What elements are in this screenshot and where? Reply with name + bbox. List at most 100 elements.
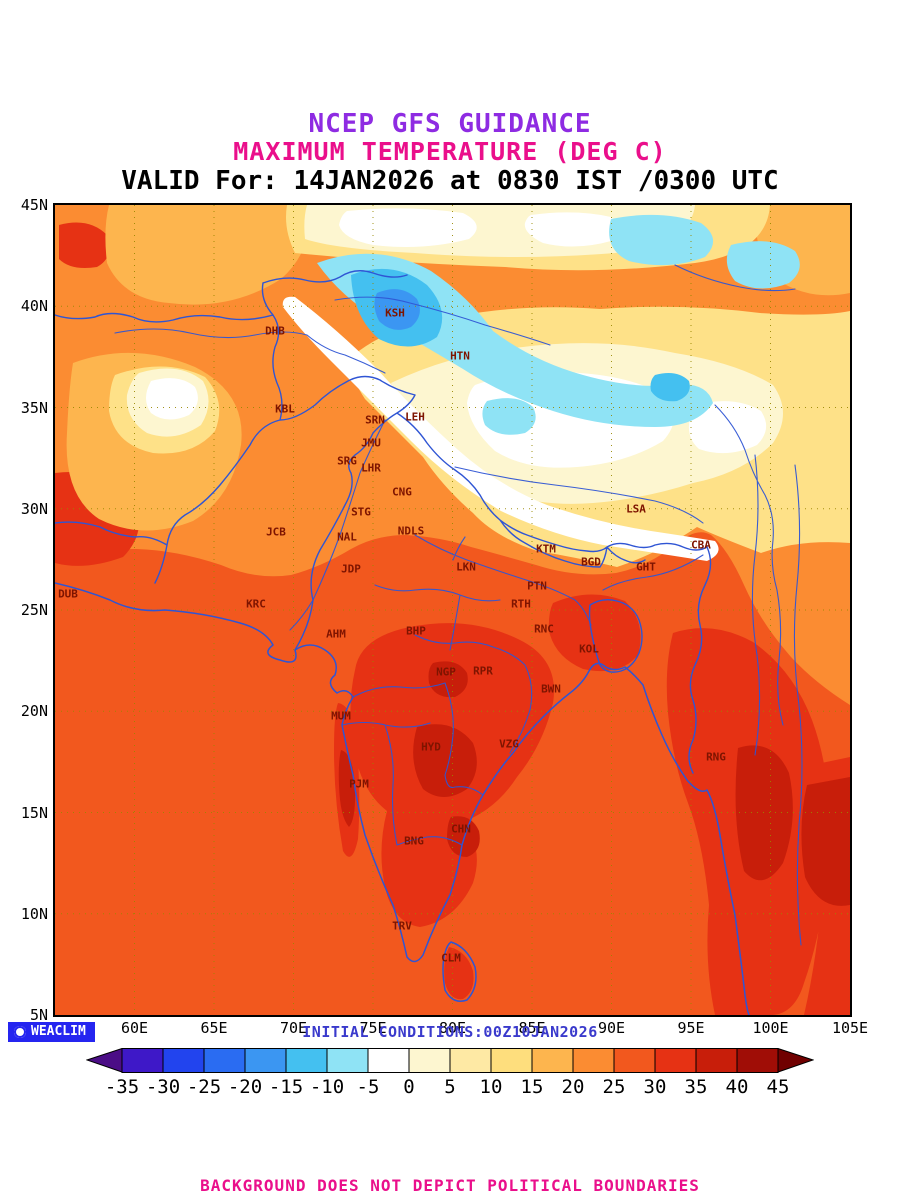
station-label: JCB [266, 525, 286, 539]
title-block: NCEP GFS GUIDANCE MAXIMUM TEMPERATURE (D… [0, 110, 900, 196]
colorbar-segment [736, 1048, 779, 1073]
colorbar-segment [449, 1048, 492, 1073]
title-line1: NCEP GFS GUIDANCE [308, 109, 592, 139]
lon-tick-label: 95E [677, 1019, 705, 1037]
station-label: BWN [541, 682, 561, 696]
station-label: TRV [392, 919, 412, 933]
station-label: NAL [337, 530, 357, 544]
station-label: CNG [392, 485, 412, 499]
field-dark-red-35-40 [338, 661, 850, 906]
weather-map: DHB KSH HTN KBL SRN LEH JMU SRG LHR CNG STG NDLS JCB… [53, 203, 852, 1017]
lon-tick-label: 60E [120, 1019, 149, 1037]
colorbar-segment [613, 1048, 656, 1073]
weaclim-globe-icon [14, 1025, 26, 1038]
lon-tick-label: 105E [831, 1019, 869, 1037]
colorbar-tick-label: 20 [561, 1076, 585, 1098]
colorbar-segment [285, 1048, 328, 1073]
station-label: MUM [331, 709, 351, 723]
lat-tick-label: 30N [20, 499, 48, 518]
colorbar-tick-label: -20 [227, 1076, 263, 1098]
lon-tick-label: 65E [200, 1019, 228, 1037]
field-blue-minus15-minus10 [351, 268, 690, 402]
colorbar-segment [695, 1048, 738, 1073]
station-label: VZG [499, 737, 519, 751]
station-label: JDP [341, 562, 361, 576]
colorbar-tick-label: -5 [356, 1076, 380, 1098]
colorbar-right-arrow [777, 1047, 815, 1073]
lat-tick-label: 35N [20, 398, 48, 417]
station-label: KTM [536, 542, 556, 556]
colorbar-tick-label: 10 [479, 1076, 503, 1098]
colorbar-tick-label: 35 [684, 1076, 708, 1098]
station-label: SRG [337, 454, 357, 468]
colorbar-tick-label: -15 [268, 1076, 304, 1098]
lat-tick-label: 45N [20, 196, 48, 214]
colorbar-tick-label: -10 [309, 1076, 345, 1098]
coastline-path [55, 582, 750, 1015]
station-label: BHP [406, 624, 426, 638]
station-label: DUB [58, 587, 78, 601]
station-label: RTH [511, 597, 531, 611]
station-label: KRC [246, 597, 266, 611]
colorbar-tick-label: 40 [725, 1076, 749, 1098]
colorbar-segment [244, 1048, 287, 1073]
station-label: PJM [349, 777, 369, 791]
lat-tick-label: 20N [20, 702, 48, 721]
station-label: STG [351, 505, 371, 519]
station-layer: DHB KSH HTN KBL SRN LEH JMU SRG LHR CNG STG NDLS JCB… [55, 205, 850, 1015]
station-label: JMU [361, 436, 381, 450]
lat-tick-label: 5N [29, 1006, 48, 1024]
lon-tick-label: 85E [518, 1019, 546, 1037]
lat-tick-label: 40N [20, 297, 48, 316]
station-label: BGD [581, 555, 601, 569]
station-label: HTN [450, 349, 470, 363]
lon-tick-label: 100E [752, 1019, 789, 1037]
station-label: PTN [527, 579, 547, 593]
colorbar-segment [367, 1048, 410, 1073]
lon-tick-label: 90E [597, 1019, 626, 1037]
state-borders-rivers-path [114, 264, 803, 946]
lat-tick-label: 10N [20, 904, 48, 923]
station-label: LHR [361, 461, 381, 475]
lon-tick-label: 80E [438, 1019, 467, 1037]
station-label: HYD [421, 740, 441, 754]
lat-tick-label: 15N [20, 803, 48, 822]
station-label: CHN [451, 822, 471, 836]
colorbar-svg [85, 1047, 815, 1073]
weaclim-logo-text: WEACLIM [31, 1024, 86, 1039]
lat-tick-label: 25N [20, 601, 48, 619]
country-borders-path [55, 270, 712, 774]
station-label: RPR [473, 664, 493, 678]
colorbar-segment [162, 1048, 205, 1073]
colorbar-tick-label: -35 [104, 1076, 140, 1098]
station-label: LKN [456, 560, 476, 574]
colorbar: -35 -30 -25 -20 -15 -10 -5 0 5 10 15 20 25 30 35 40 45 [85, 1047, 815, 1112]
station-label: LSA [626, 502, 646, 516]
temperature-field-svg [55, 205, 850, 1015]
title-line2: MAXIMUM TEMPERATURE (DEG C) [233, 137, 667, 166]
colorbar-segment [531, 1048, 574, 1073]
station-label: AHM [326, 627, 346, 641]
field-deep-blue-minus20-minus15 [374, 289, 420, 330]
initial-conditions-text: INITIAL CONDITIONS:00Z10JAN2026 [302, 1023, 598, 1041]
colorbar-segment [203, 1048, 246, 1073]
station-label: GHT [636, 560, 656, 574]
colorbar-tick-label: 5 [444, 1076, 456, 1098]
colorbar-tick-label: 25 [602, 1076, 626, 1098]
station-label: LEH [405, 410, 425, 424]
lon-tick-label: 70E [279, 1019, 308, 1037]
station-label: SRN [365, 413, 385, 427]
station-label: DHB [265, 324, 285, 338]
station-label: RNC [534, 622, 554, 636]
station-label: NGP [436, 665, 456, 679]
colorbar-segment [326, 1048, 369, 1073]
station-label: CLM [441, 951, 461, 965]
field-red-30-35 [55, 222, 850, 1015]
station-label: KBL [275, 402, 295, 416]
title-line3: VALID For: 14JAN2026 at 0830 IST /0300 U… [121, 166, 779, 196]
station-label: NDLS [397, 524, 425, 538]
colorbar-tick-label: 30 [643, 1076, 667, 1098]
station-label: BNG [404, 834, 424, 848]
colorbar-tick-label: 15 [520, 1076, 544, 1098]
colorbar-segment [490, 1048, 533, 1073]
